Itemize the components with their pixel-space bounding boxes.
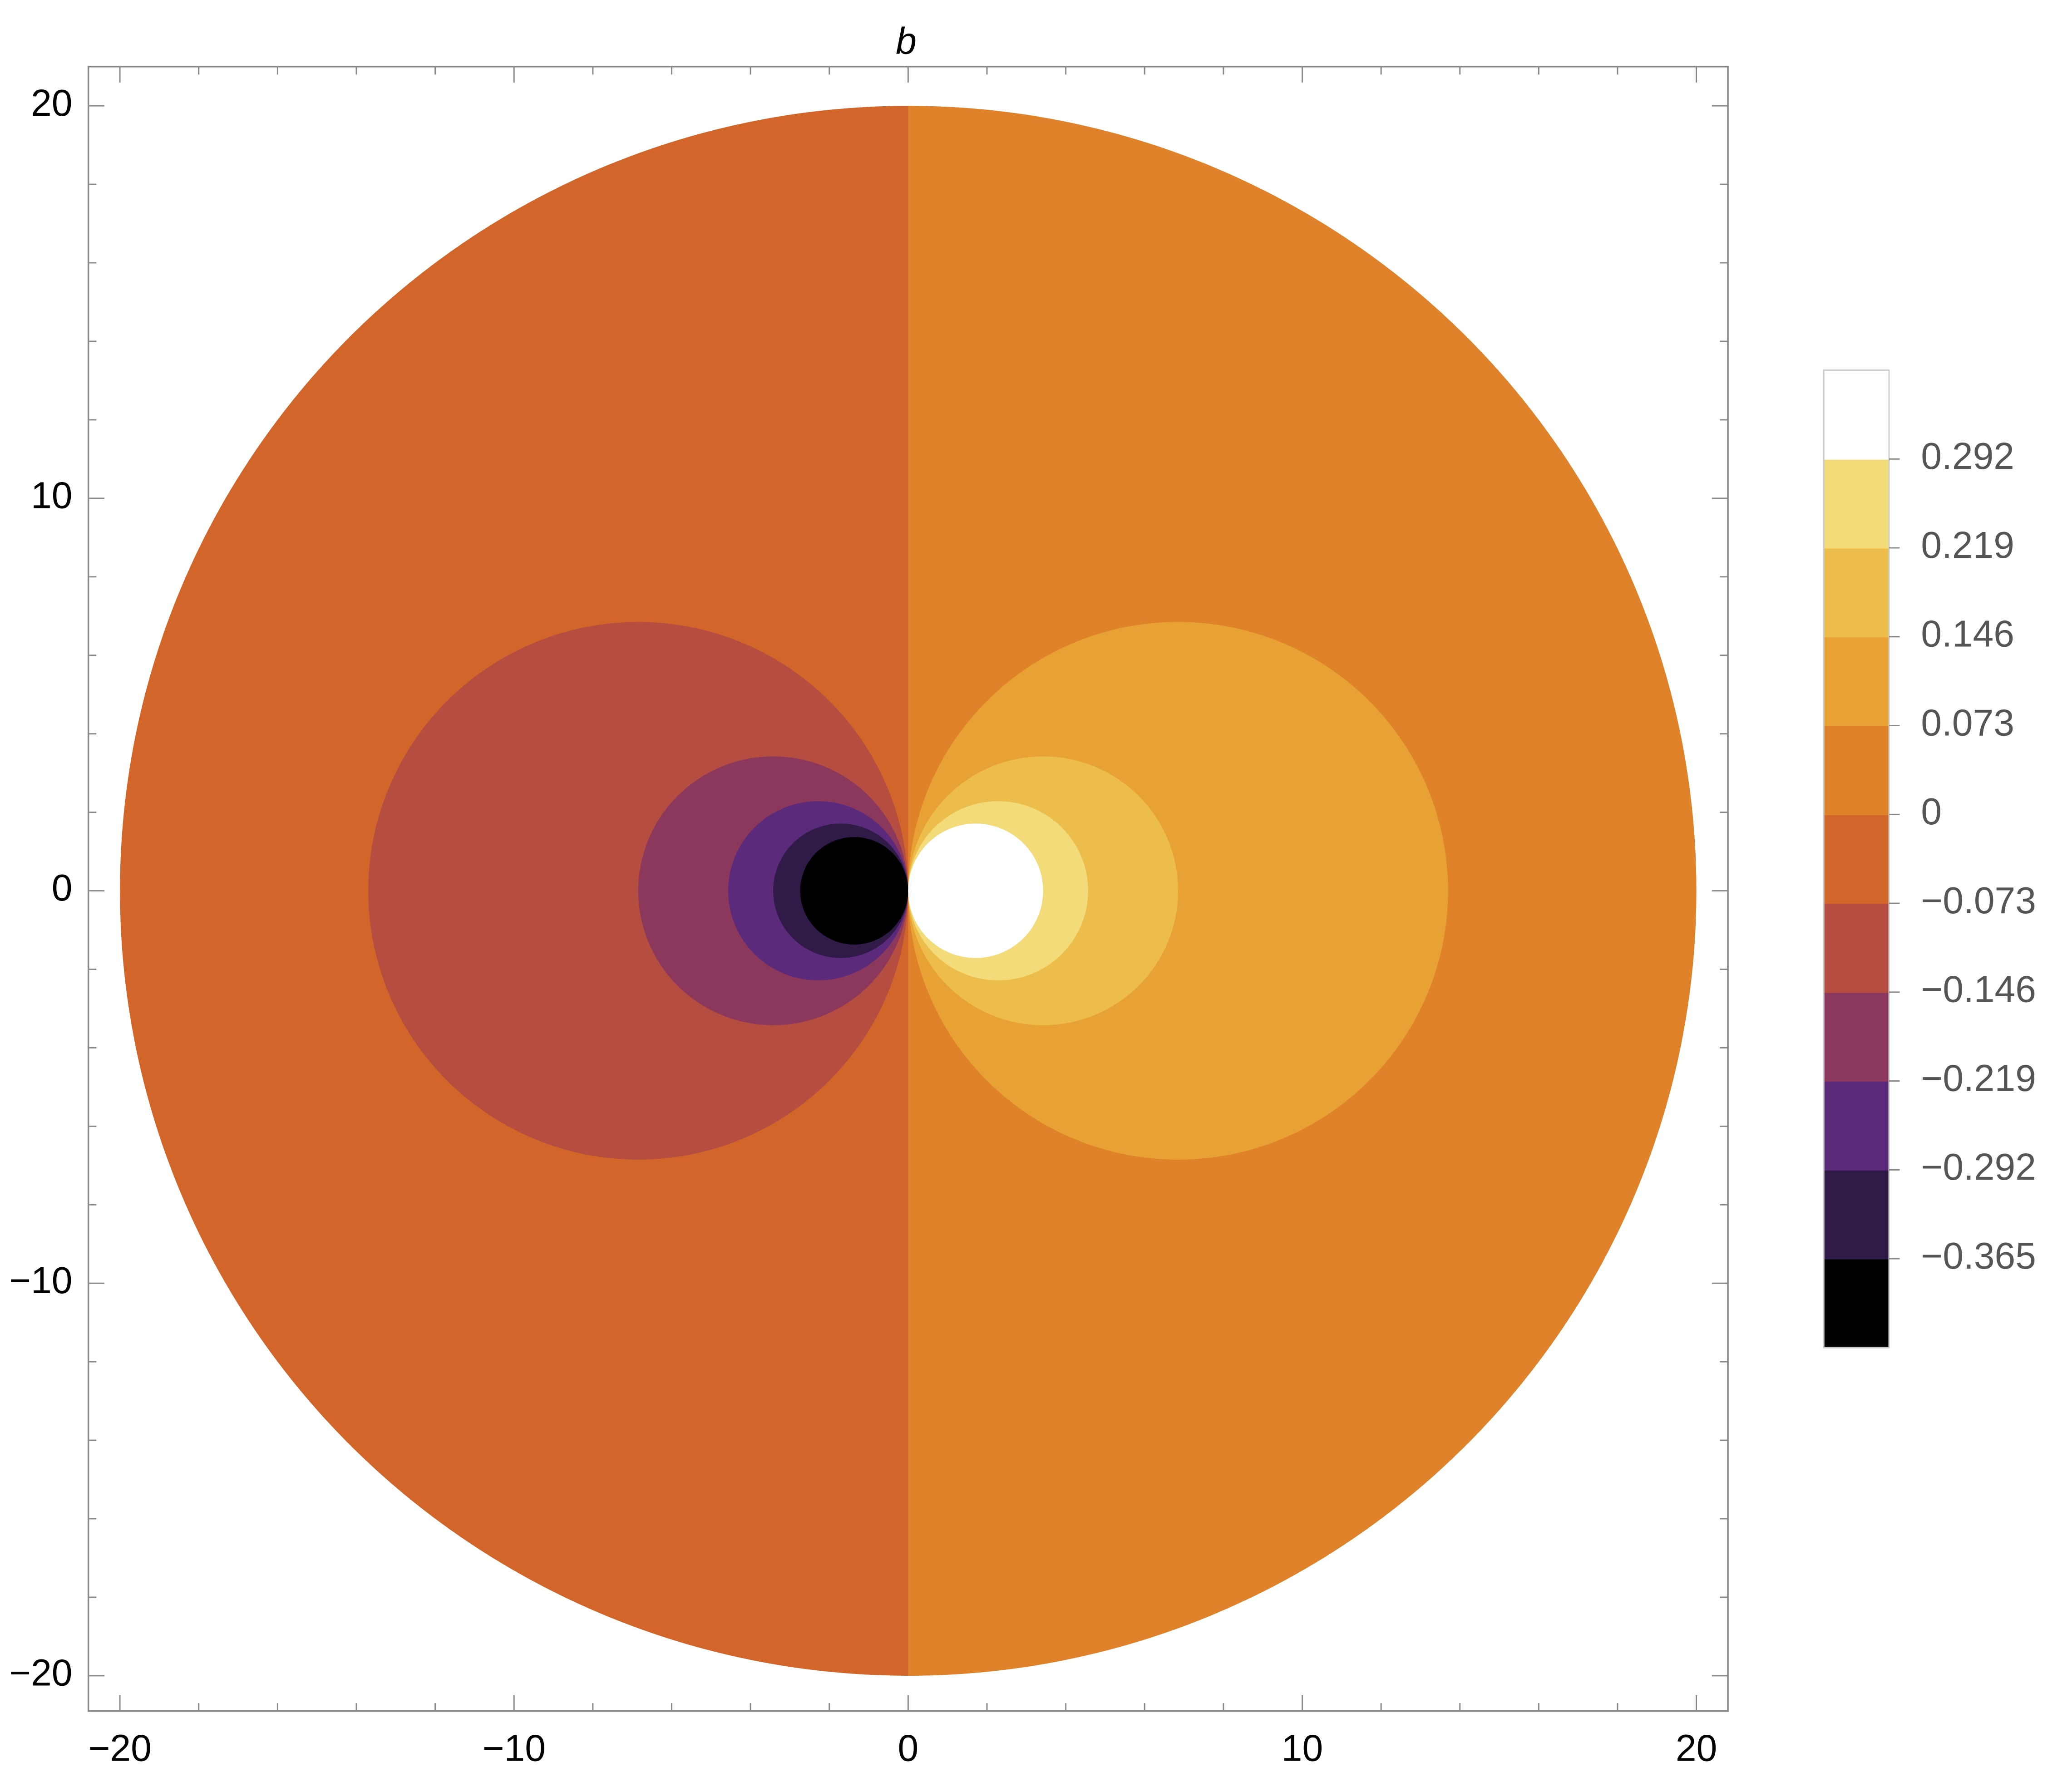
colorbar-band xyxy=(1824,903,1889,993)
contour-regions xyxy=(120,106,1697,1676)
x-tick-label: 20 xyxy=(1676,1728,1717,1767)
colorbar-band xyxy=(1824,1259,1889,1349)
colorbar-band xyxy=(1824,548,1889,638)
colorbar-band xyxy=(1824,725,1889,815)
colorbar-label: 0.219 xyxy=(1921,525,2014,566)
colorbar-label: −0.219 xyxy=(1921,1058,2036,1099)
colorbar-band xyxy=(1824,1081,1889,1171)
x-tick-label: −10 xyxy=(483,1728,546,1767)
colorbar-band xyxy=(1824,370,1889,460)
contour-region xyxy=(800,837,908,945)
contour-region xyxy=(908,823,1043,958)
colorbar-label: 0.292 xyxy=(1921,436,2014,477)
colorbar-band xyxy=(1824,992,1889,1082)
colorbar-frame xyxy=(1823,369,1890,1349)
colorbar-band xyxy=(1824,459,1889,549)
colorbar-label: −0.146 xyxy=(1921,969,2036,1010)
y-tick-label: −10 xyxy=(9,1260,72,1301)
x-tick-label: 10 xyxy=(1282,1728,1323,1767)
y-tick-label: 10 xyxy=(31,475,72,517)
colorbar-band xyxy=(1824,636,1889,727)
y-tick-label: 20 xyxy=(31,83,72,124)
colorbar-label: 0.146 xyxy=(1921,614,2014,655)
colorbar-label: −0.073 xyxy=(1921,880,2036,921)
colorbar-label: 0.073 xyxy=(1921,702,2014,743)
colorbar-label: 0 xyxy=(1921,791,1942,832)
colorbar-band xyxy=(1824,814,1889,904)
colorbar-band xyxy=(1824,1170,1889,1260)
chart-title: b xyxy=(896,21,917,62)
plot-area xyxy=(120,106,1697,1676)
y-tick-label: 0 xyxy=(52,867,73,909)
x-tick-label: 0 xyxy=(898,1728,919,1767)
y-tick-label: −20 xyxy=(9,1653,72,1694)
colorbar-label: −0.292 xyxy=(1921,1147,2036,1188)
colorbar-label: −0.365 xyxy=(1921,1235,2036,1277)
x-tick-label: −20 xyxy=(88,1728,151,1767)
